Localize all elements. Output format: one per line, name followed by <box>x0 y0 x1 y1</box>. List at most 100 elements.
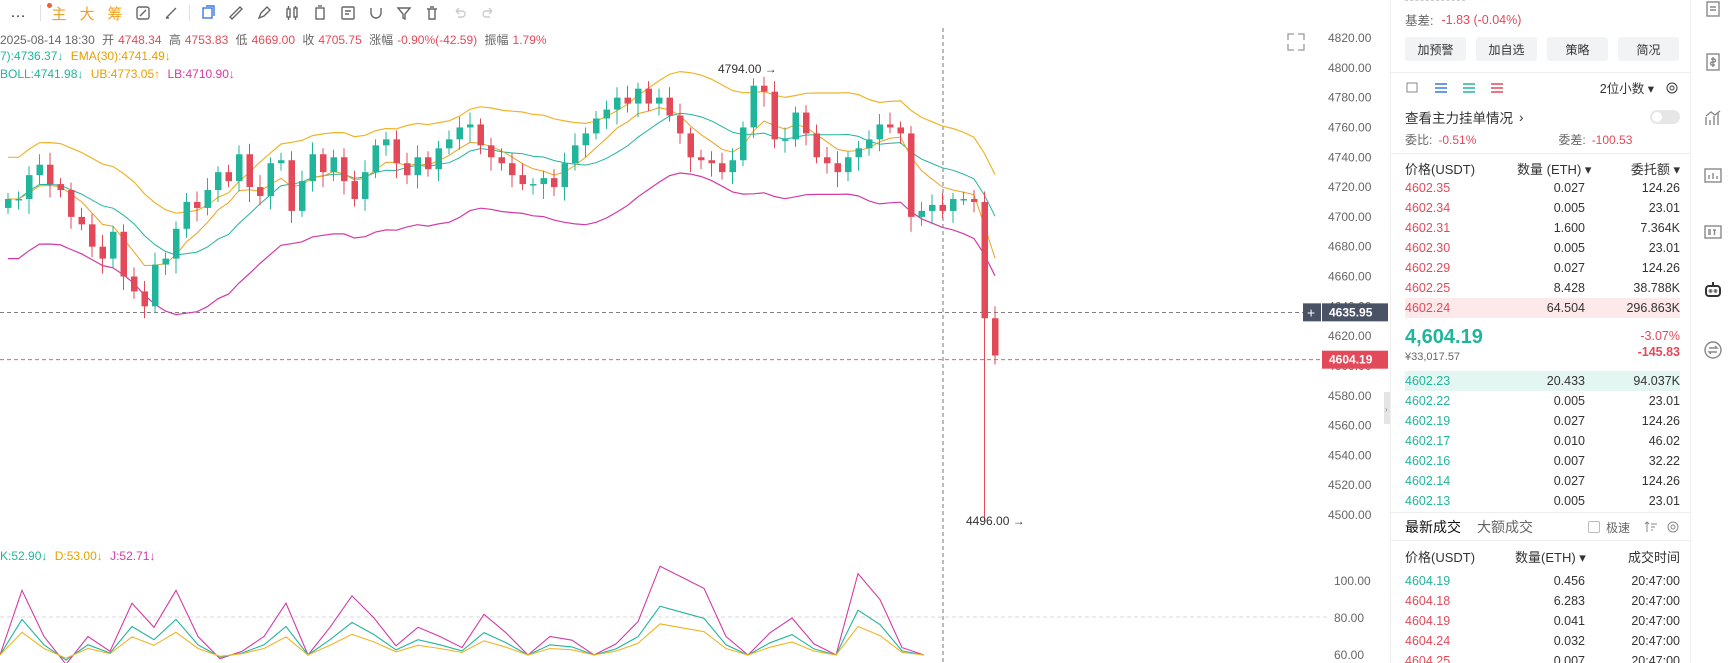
candle-body <box>761 85 768 92</box>
chart-box-icon[interactable] <box>1703 166 1723 186</box>
price-tick-label: 4800.00 <box>1328 61 1372 75</box>
bid-row[interactable]: 4602.23 20.433 94.037K <box>1405 371 1680 391</box>
brush-icon[interactable] <box>157 1 185 25</box>
ask-row[interactable]: 4602.24 64.504 296.863K <box>1405 298 1680 318</box>
dollar-doc-icon[interactable] <box>1703 52 1723 72</box>
candlestick-chart[interactable]: 4820.00 4800.00 4780.00 4760.00 4740.00 4720.… <box>0 0 1390 663</box>
crosshair-price-tag <box>1322 303 1388 322</box>
decimal-select[interactable]: 2位小数 ▾ <box>1599 82 1654 96</box>
basis-value: -1.83 (-0.04%) <box>1441 12 1522 27</box>
ask-row[interactable]: 4602.31 1.600 7.364K <box>1405 218 1680 238</box>
ask-price: 4602.34 <box>1405 201 1451 215</box>
trade-row: 4604.18 6.283 20:47:00 <box>1405 591 1680 611</box>
bid-row[interactable]: 4602.19 0.027 124.26 <box>1405 411 1680 431</box>
candle-icon[interactable] <box>278 1 306 25</box>
price-tick-label: 4680.00 <box>1328 240 1372 254</box>
tab-big-trades[interactable]: 大额成交 <box>1477 519 1533 535</box>
exchange-icon[interactable] <box>1703 340 1723 360</box>
bid-row[interactable]: 4602.14 0.027 124.26 <box>1405 471 1680 491</box>
candle-body <box>729 160 736 173</box>
ob-qty-header-label: 数量 (ETH) <box>1517 161 1582 177</box>
trash-icon[interactable] <box>418 1 446 25</box>
settings-icon[interactable] <box>1666 520 1680 534</box>
main-indicator-button[interactable]: 主 <box>51 5 67 23</box>
candle-body <box>68 190 75 217</box>
trend-icon[interactable] <box>1703 108 1723 128</box>
ema30-value: EMA(30):4741.49↓ <box>70 49 171 63</box>
candle-body <box>929 204 936 211</box>
ruler-icon[interactable] <box>222 1 250 25</box>
bid-total: 23.01 <box>1648 394 1680 408</box>
etf-icon[interactable] <box>1703 222 1723 242</box>
trade-qty-header[interactable]: 数量(ETH) ▾ <box>1515 549 1586 565</box>
divider <box>1391 72 1690 73</box>
candles-group <box>5 76 999 521</box>
candle-body <box>183 201 190 229</box>
view-asks-icon[interactable] <box>1489 80 1505 96</box>
ask-row[interactable]: 4602.30 0.005 23.01 <box>1405 238 1680 258</box>
magnet-icon[interactable] <box>362 1 390 25</box>
view-mode-icon[interactable] <box>1405 80 1421 96</box>
ask-total: 38.788K <box>1633 281 1680 295</box>
high-marker-label: 4794.00 → <box>718 62 777 76</box>
robot-icon[interactable] <box>1703 280 1723 300</box>
high-label: 高 <box>168 33 181 47</box>
add-alert-button[interactable]: 加预警 <box>1405 37 1466 61</box>
candle-body <box>876 124 883 140</box>
settings-icon[interactable] <box>1664 80 1680 96</box>
candle-body <box>99 246 106 259</box>
view-both-icon[interactable] <box>1433 80 1449 96</box>
candle-body <box>572 145 579 164</box>
ob-qty-header[interactable]: 数量 (ETH) ▾ <box>1517 161 1592 177</box>
large-orders-button[interactable]: 大 <box>79 5 95 23</box>
ask-row[interactable]: 4602.35 0.027 124.26 <box>1405 178 1680 198</box>
ask-total: 7.364K <box>1640 221 1680 235</box>
candle-body <box>866 139 873 149</box>
trade-qty: 0.041 <box>1553 614 1585 628</box>
tab-latest-trades[interactable]: 最新成交 <box>1405 519 1461 535</box>
note-icon[interactable] <box>334 1 362 25</box>
candle-body <box>131 276 138 292</box>
ask-row[interactable]: 4602.29 0.027 124.26 <box>1405 258 1680 278</box>
expand-icon[interactable] <box>1287 33 1305 51</box>
ob-total-header[interactable]: 委托额 ▾ <box>1630 161 1680 177</box>
bid-row[interactable]: 4602.17 0.010 46.02 <box>1405 431 1680 451</box>
price-tick-label: 4760.00 <box>1328 120 1372 134</box>
bid-row[interactable]: 4602.13 0.005 23.01 <box>1405 491 1680 511</box>
overview-button[interactable]: 简况 <box>1618 37 1679 61</box>
undo-icon[interactable] <box>446 1 474 25</box>
asks-list: 4602.35 0.027 124.26 4602.34 0.005 23.01 4602.… <box>1405 178 1680 318</box>
delete-icon[interactable] <box>306 1 334 25</box>
sort-icon[interactable] <box>1644 520 1658 534</box>
filter-icon[interactable] <box>390 1 418 25</box>
copy-icon[interactable] <box>194 1 222 25</box>
bid-total: 124.26 <box>1641 474 1680 488</box>
candle-body <box>435 148 442 170</box>
bid-row[interactable]: 4602.22 0.005 23.01 <box>1405 391 1680 411</box>
candle-body <box>708 160 715 164</box>
ask-qty: 0.027 <box>1553 181 1585 195</box>
bid-qty: 0.027 <box>1553 414 1585 428</box>
document-icon[interactable] <box>1703 0 1723 20</box>
pen-icon[interactable] <box>250 1 278 25</box>
candle-body <box>257 187 264 197</box>
bid-price: 4602.14 <box>1405 474 1451 488</box>
ask-row[interactable]: 4602.34 0.005 23.01 <box>1405 198 1680 218</box>
bid-row[interactable]: 4602.16 0.007 32.22 <box>1405 451 1680 471</box>
candle-body <box>509 163 516 176</box>
orderbook-view-row: 2位小数 ▾ <box>1405 78 1680 97</box>
bid-qty: 0.010 <box>1553 434 1585 448</box>
ask-total: 296.863K <box>1626 301 1680 315</box>
speed-checkbox[interactable] <box>1587 521 1600 533</box>
panel-collapse-handle[interactable]: › <box>1384 392 1390 424</box>
depth-toggle[interactable] <box>1650 110 1680 124</box>
more-menu-button[interactable]: … <box>0 1 36 25</box>
draw-icon[interactable] <box>129 1 157 25</box>
chips-button[interactable]: 筹 <box>107 5 123 23</box>
ask-row[interactable]: 4602.25 8.428 38.788K <box>1405 278 1680 298</box>
view-bids-icon[interactable] <box>1461 80 1477 96</box>
depth-link[interactable]: 查看主力挂单情况 <box>1405 111 1513 126</box>
redo-icon[interactable] <box>474 1 502 25</box>
add-watchlist-button[interactable]: 加自选 <box>1476 37 1537 61</box>
strategy-button[interactable]: 策略 <box>1547 37 1608 61</box>
